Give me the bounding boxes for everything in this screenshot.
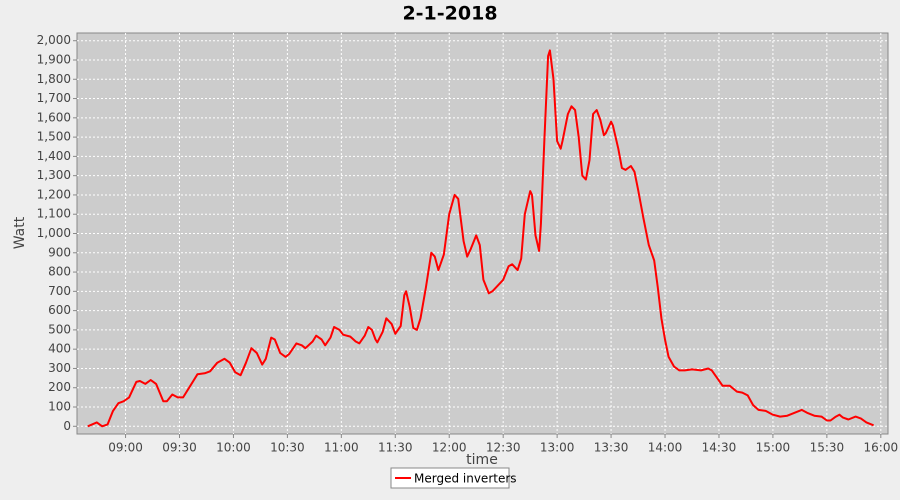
- x-tick-label: 15:00: [756, 441, 791, 455]
- y-tick-label: 800: [48, 265, 71, 279]
- y-axis-label: Watt: [12, 216, 28, 249]
- x-tick-label: 10:30: [270, 441, 305, 455]
- x-tick-label: 09:30: [162, 441, 197, 455]
- y-tick-label: 1,600: [37, 110, 71, 124]
- chart-title: 2-1-2018: [402, 3, 497, 25]
- y-tick-label: 1,500: [37, 130, 71, 144]
- x-tick-label: 14:00: [648, 441, 683, 455]
- y-tick-label: 2,000: [37, 33, 71, 47]
- x-tick-label: 10:00: [216, 441, 251, 455]
- y-tick-label: 200: [48, 380, 71, 394]
- x-tick-label: 14:30: [702, 441, 737, 455]
- y-tick-label: 1,400: [37, 149, 71, 163]
- x-tick-label: 13:00: [540, 441, 575, 455]
- y-tick-label: 1,300: [37, 168, 71, 182]
- x-axis-label: time: [466, 452, 498, 468]
- x-tick-label: 16:00: [864, 441, 899, 455]
- x-tick-label: 12:00: [432, 441, 467, 455]
- y-tick-label: 100: [48, 400, 71, 414]
- x-tick-label: 15:30: [810, 441, 845, 455]
- y-tick-label: 900: [48, 245, 71, 259]
- y-tick-label: 300: [48, 361, 71, 375]
- x-tick-label: 13:30: [594, 441, 629, 455]
- y-tick-label: 1,800: [37, 72, 71, 86]
- x-tick-label: 11:30: [378, 441, 413, 455]
- y-tick-label: 0: [63, 419, 71, 433]
- y-tick-label: 500: [48, 322, 71, 336]
- y-tick-label: 1,200: [37, 187, 71, 201]
- x-tick-label: 09:00: [108, 441, 143, 455]
- y-tick-label: 1,900: [37, 52, 71, 66]
- y-tick-label: 400: [48, 342, 71, 356]
- y-tick-label: 600: [48, 303, 71, 317]
- y-tick-label: 1,700: [37, 91, 71, 105]
- legend-box: [390, 467, 510, 489]
- line-series: [87, 49, 874, 428]
- x-tick-label: 12:30: [486, 441, 521, 455]
- y-tick-label: 700: [48, 284, 71, 298]
- y-tick-label: 1,000: [37, 226, 71, 240]
- legend-label: Merged inverters: [414, 472, 517, 486]
- x-tick-label: 11:00: [324, 441, 359, 455]
- y-tick-label: 1,100: [37, 207, 71, 221]
